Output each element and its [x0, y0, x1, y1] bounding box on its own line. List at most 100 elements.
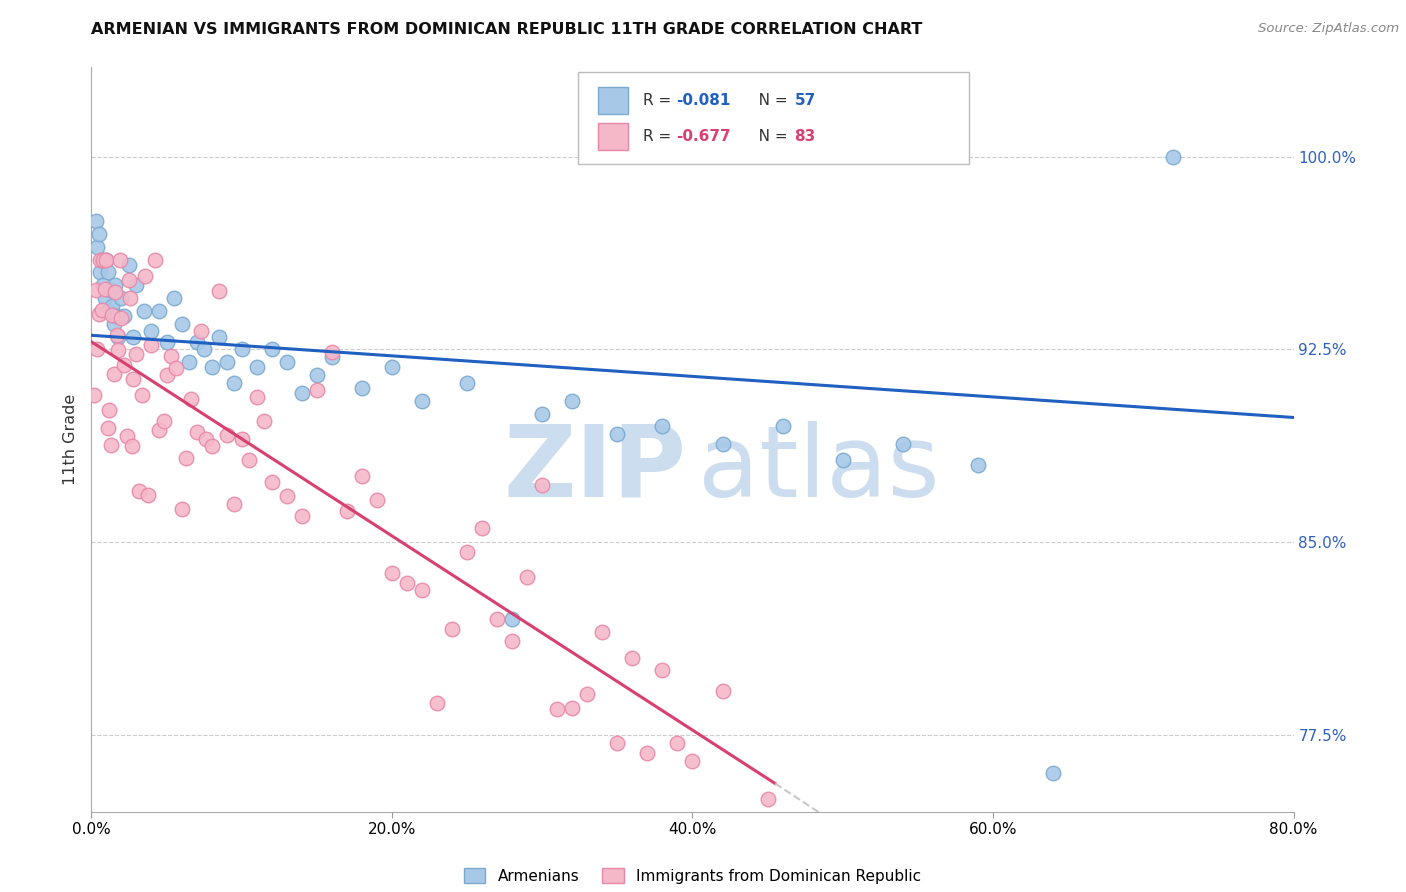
Point	[260, 343, 283, 357]
Point	[186, 334, 208, 349]
Point	[276, 489, 298, 503]
Point	[260, 475, 283, 490]
Point	[118, 258, 141, 272]
Point	[94, 291, 117, 305]
Point	[165, 360, 187, 375]
Point	[321, 345, 343, 359]
Point	[224, 498, 246, 512]
Point	[97, 420, 120, 434]
Point	[118, 273, 141, 287]
Point	[711, 437, 734, 451]
Point	[141, 325, 163, 339]
Point	[350, 468, 373, 483]
Text: -0.081: -0.081	[676, 94, 731, 108]
Point	[108, 252, 131, 267]
Point	[1042, 766, 1064, 780]
Point	[456, 545, 478, 559]
Point	[138, 488, 160, 502]
Point	[201, 360, 224, 375]
Text: 57: 57	[794, 94, 815, 108]
Point	[681, 754, 703, 768]
Point	[84, 284, 107, 298]
Point	[224, 376, 246, 390]
Point	[426, 697, 449, 711]
Point	[89, 265, 111, 279]
Point	[96, 252, 118, 267]
Point	[651, 419, 673, 434]
Point	[246, 360, 269, 375]
Point	[891, 437, 914, 451]
Text: 83: 83	[794, 129, 815, 144]
Point	[276, 355, 298, 369]
Point	[486, 612, 509, 626]
Point	[305, 383, 328, 397]
Point	[606, 427, 628, 442]
Point	[666, 736, 689, 750]
Point	[305, 368, 328, 383]
Point	[148, 423, 170, 437]
Point	[90, 252, 112, 267]
Point	[395, 576, 418, 591]
Point	[1161, 150, 1184, 164]
Text: Source: ZipAtlas.com: Source: ZipAtlas.com	[1258, 22, 1399, 36]
Point	[215, 355, 238, 369]
Point	[110, 291, 132, 305]
Point	[194, 432, 217, 446]
Point	[291, 386, 314, 401]
Point	[772, 419, 794, 434]
Point	[174, 450, 197, 465]
Point	[100, 284, 122, 298]
Text: atlas: atlas	[699, 421, 941, 517]
Point	[170, 317, 193, 331]
Point	[651, 663, 673, 677]
Point	[411, 582, 433, 597]
Point	[831, 453, 853, 467]
Point	[456, 376, 478, 390]
Point	[501, 633, 523, 648]
Point	[105, 328, 128, 343]
Point	[107, 329, 129, 343]
Point	[546, 702, 568, 716]
Point	[98, 403, 121, 417]
Point	[381, 566, 404, 580]
Point	[134, 268, 156, 283]
Point	[531, 407, 554, 421]
Point	[89, 252, 111, 267]
Point	[86, 342, 108, 356]
Point	[967, 458, 990, 472]
Point	[117, 429, 139, 443]
Point	[501, 612, 523, 626]
Point	[350, 381, 373, 395]
Point	[231, 432, 253, 446]
Point	[90, 303, 112, 318]
Point	[180, 392, 202, 406]
Point	[215, 428, 238, 442]
Point	[114, 309, 136, 323]
Point	[121, 439, 143, 453]
Point	[190, 324, 212, 338]
Point	[101, 299, 124, 313]
Point	[86, 240, 108, 254]
Point	[163, 291, 186, 305]
Point	[103, 367, 125, 381]
Point	[148, 304, 170, 318]
Point	[561, 393, 583, 408]
Point	[132, 304, 155, 318]
Point	[253, 414, 276, 428]
Point	[208, 284, 231, 298]
Point	[84, 214, 107, 228]
Point	[411, 393, 433, 408]
Point	[160, 349, 183, 363]
Point	[366, 493, 388, 508]
Point	[170, 501, 193, 516]
Point	[94, 281, 117, 295]
Point	[381, 360, 404, 375]
Point	[471, 521, 494, 535]
Point	[125, 278, 148, 293]
Point	[143, 252, 166, 267]
Point	[93, 278, 115, 293]
Point	[93, 252, 115, 267]
Point	[101, 308, 124, 322]
Point	[231, 343, 253, 357]
Point	[591, 625, 613, 640]
